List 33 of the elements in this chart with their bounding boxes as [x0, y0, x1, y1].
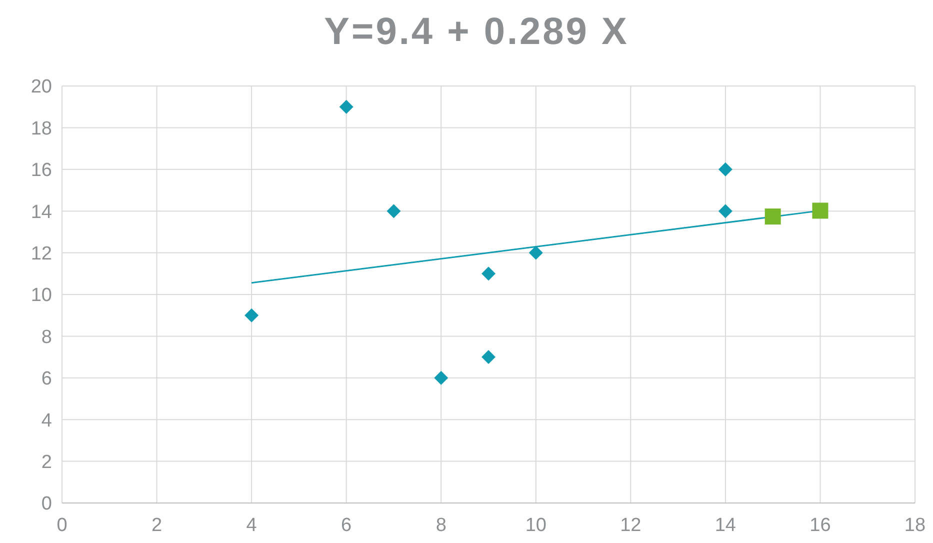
y-tick-label: 0: [41, 494, 52, 515]
y-tick-label: 12: [30, 243, 52, 264]
y-tick-label: 18: [30, 118, 52, 140]
point: [482, 266, 496, 281]
point: [482, 350, 496, 364]
point: [528, 246, 543, 260]
x-tick-label: 16: [810, 515, 831, 536]
y-tick-label: 10: [30, 285, 52, 306]
y-tick-label: 4: [41, 410, 52, 432]
point: [386, 204, 401, 218]
point: [812, 202, 828, 219]
x-tick-label: 8: [436, 515, 446, 536]
y-tick-label: 20: [30, 76, 52, 98]
x-tick-label: 6: [341, 515, 352, 536]
point: [718, 204, 732, 218]
y-tick-label: 2: [41, 452, 52, 473]
point: [339, 100, 354, 114]
y-tick-label: 6: [41, 368, 52, 390]
x-tick-label: 14: [714, 515, 736, 536]
x-tick-label: 0: [56, 515, 68, 536]
x-tick-label: 2: [151, 515, 162, 536]
point: [244, 308, 259, 322]
point: [434, 370, 448, 385]
x-tick-label: 18: [904, 515, 926, 536]
y-tick-label: 8: [41, 326, 52, 348]
y-tick-label: 14: [30, 202, 52, 223]
chart-title: Y=9.4 + 0.289 X: [324, 11, 629, 53]
y-tick-label: 16: [30, 160, 52, 182]
x-tick-label: 4: [246, 515, 258, 536]
point: [764, 208, 781, 225]
x-tick-label: 10: [525, 515, 546, 536]
point: [718, 162, 732, 176]
x-tick-label: 12: [620, 515, 642, 536]
